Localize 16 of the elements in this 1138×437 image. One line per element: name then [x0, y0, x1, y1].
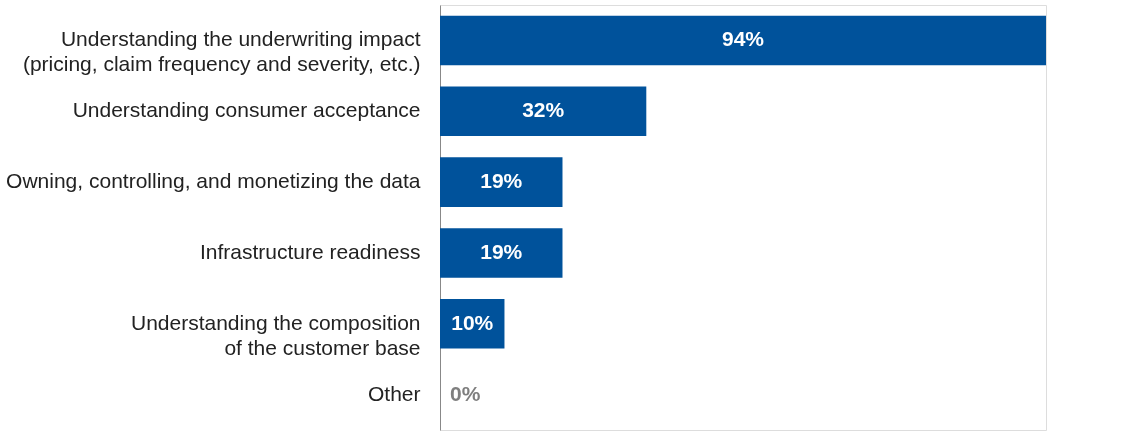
y-tick-label: Understanding consumer acceptance: [72, 98, 421, 122]
data-label: 94%: [721, 27, 765, 51]
y-tick-label: Understanding the composition of the customer base: [130, 310, 421, 359]
data-label: 10%: [451, 310, 494, 334]
bar: [440, 157, 563, 207]
data-label: 0%: [450, 381, 481, 405]
y-tick-label: Other: [367, 381, 421, 405]
y-tick-label: Infrastructure readiness: [199, 239, 421, 263]
y-tick-label: Owning, controlling, and monetizing the data: [6, 169, 421, 193]
bar: [440, 228, 563, 278]
bar: [440, 86, 647, 137]
data-label: 19%: [480, 169, 523, 193]
bar: [440, 15, 1046, 66]
y-tick-label: Understanding the underwriting impact (pricing, claim frequency and severity, etc.): [22, 27, 421, 76]
data-label: 19%: [480, 239, 523, 263]
data-label: 32%: [522, 98, 565, 122]
